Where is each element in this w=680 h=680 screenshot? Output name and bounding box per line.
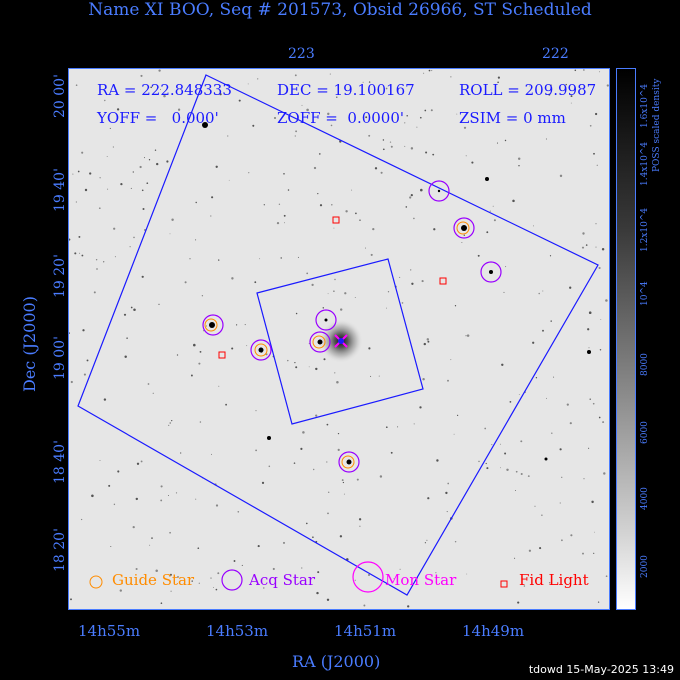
star-field-graphic: [69, 69, 609, 608]
acq-star-marker: [338, 451, 360, 473]
y-axis-tick: 20 00': [52, 74, 68, 118]
footer-timestamp: tdowd 15-May-2025 13:49: [528, 663, 674, 676]
dec-readout: DEC = 19.100167: [277, 81, 415, 99]
acq-star-marker: [315, 309, 337, 331]
legend-mon-star: Mon Star: [385, 571, 457, 589]
top-axis-tick: 223: [288, 46, 315, 62]
yoff-readout: YOFF = 0.000': [97, 109, 219, 127]
zoff-readout: ZOFF = 0.0000': [277, 109, 405, 127]
colorbar-tick: 2000: [640, 555, 650, 578]
top-axis-tick: 222: [542, 46, 569, 62]
guide-star-marker: [254, 343, 268, 357]
guide-star-marker: [204, 318, 218, 332]
colorbar-tick: 10^4: [640, 281, 650, 306]
legend-fid-light: Fid Light: [519, 571, 589, 589]
x-axis-tick: 14h55m: [78, 622, 141, 640]
star-field-plot[interactable]: RA = 222.848333 DEC = 19.100167 ROLL = 2…: [68, 68, 610, 610]
colorbar-tick: 1.2x10^4: [640, 207, 650, 252]
x-axis-tick: 14h49m: [462, 622, 525, 640]
colorbar-label: POSS scaled density: [652, 78, 662, 172]
colorbar-tick: 1.4x10^4: [640, 141, 650, 186]
ra-readout: RA = 222.848333: [97, 81, 232, 99]
guide-star-marker: [312, 335, 326, 349]
x-axis-label: RA (J2000): [292, 652, 381, 671]
colorbar-tick: 6000: [640, 421, 650, 444]
acq-star-marker: [428, 180, 450, 202]
colorbar-tick: 4000: [640, 487, 650, 510]
colorbar-tick: 1.6x10^4: [640, 83, 650, 128]
legend-acq-star: Acq Star: [249, 571, 316, 589]
guide-star-marker: [341, 455, 355, 469]
detector-footprint-outer: [77, 74, 599, 596]
colorbar: [616, 68, 636, 610]
detector-footprint-inner: [256, 258, 424, 425]
zsim-readout: ZSIM = 0 mm: [459, 109, 566, 127]
legend-guide-star: Guide Star: [112, 571, 195, 589]
x-axis-tick: 14h51m: [334, 622, 397, 640]
roll-readout: ROLL = 209.9987: [459, 81, 597, 99]
y-axis-label: Dec (J2000): [20, 296, 39, 392]
y-axis-tick: 19 40': [52, 168, 68, 212]
acq-star-marker: [480, 261, 502, 283]
y-axis-tick: 18 20': [52, 528, 68, 572]
acq-star-marker: [250, 339, 272, 361]
fid-light-marker: [218, 351, 226, 359]
acq-star-marker: [202, 314, 224, 336]
fid-light-marker: [332, 216, 340, 224]
target-marker: [334, 334, 348, 348]
y-axis-tick: 19 00': [52, 336, 68, 380]
acq-star-marker: [453, 217, 475, 239]
acq-star-marker: [309, 331, 331, 353]
x-axis-tick: 14h53m: [206, 622, 269, 640]
fid-light-marker: [439, 277, 447, 285]
y-axis-tick: 18 40': [52, 440, 68, 484]
plot-title: Name XI BOO, Seq # 201573, Obsid 26966, …: [88, 0, 592, 20]
y-axis-tick: 19 20': [52, 254, 68, 298]
guide-star-marker: [456, 221, 470, 235]
colorbar-tick: 8000: [640, 353, 650, 376]
